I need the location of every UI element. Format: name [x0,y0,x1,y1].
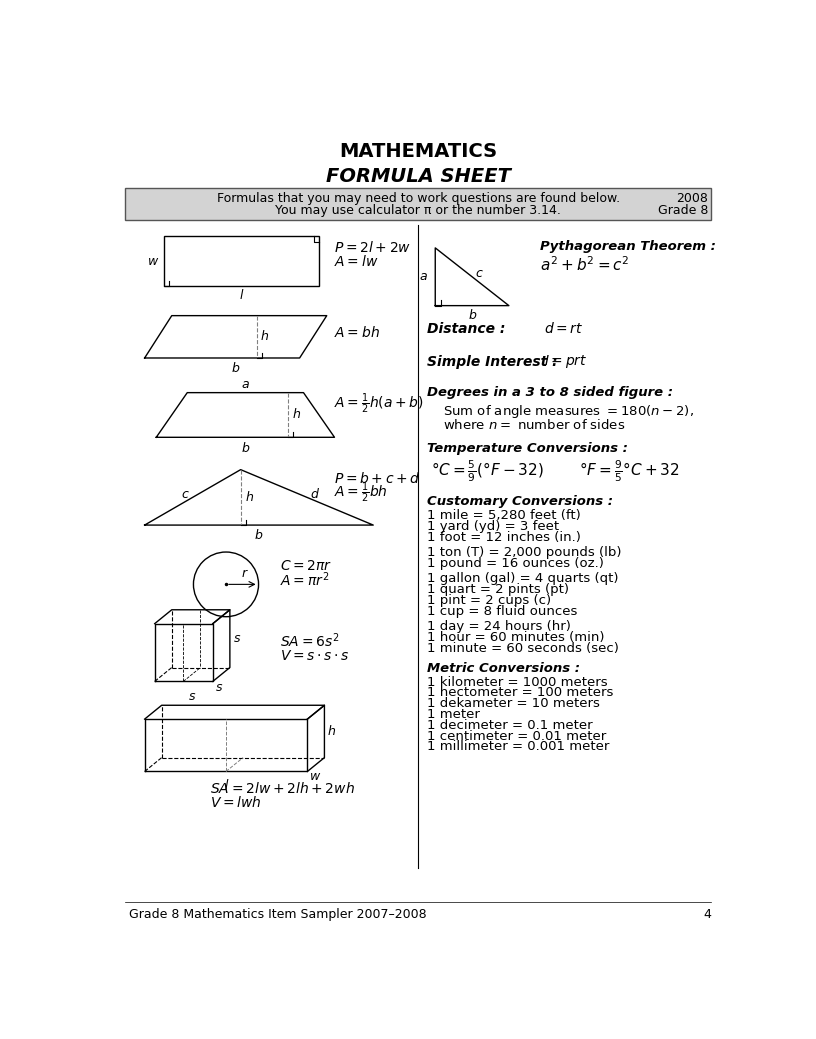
Text: Simple Interest :: Simple Interest : [428,355,558,369]
Text: Grade 8 Mathematics Item Sampler 2007–2008: Grade 8 Mathematics Item Sampler 2007–20… [129,908,427,922]
Text: $A = \frac{1}{2}bh$: $A = \frac{1}{2}bh$ [335,481,388,505]
Text: w: w [310,770,320,783]
Text: 2008: 2008 [676,192,708,205]
Text: MATHEMATICS: MATHEMATICS [339,141,497,161]
Text: Metric Conversions :: Metric Conversions : [428,662,580,674]
Text: Sum of angle measures $= 180(n - 2),$: Sum of angle measures $= 180(n - 2),$ [443,403,694,420]
Text: 1 decimeter = 0.1 meter: 1 decimeter = 0.1 meter [428,719,593,731]
Bar [164,236,319,287]
Text: Formulas that you may need to work questions are found below.: Formulas that you may need to work quest… [216,192,620,205]
Text: d: d [311,488,319,501]
Text: You may use calculator π or the number 3.14.: You may use calculator π or the number 3… [275,205,561,217]
Text: Temperature Conversions :: Temperature Conversions : [428,442,628,455]
Text: 1 hectometer = 100 meters: 1 hectometer = 100 meters [428,687,614,699]
Text: $P = b + c + d$: $P = b + c + d$ [335,472,421,486]
Text: l: l [224,779,228,792]
Bar [125,188,712,220]
Text: c: c [182,488,188,501]
Text: 1 pound = 16 ounces (oz.): 1 pound = 16 ounces (oz.) [428,557,605,570]
Text: $P = 2l + 2w$: $P = 2l + 2w$ [335,240,412,256]
Text: 1 mile = 5,280 feet (ft): 1 mile = 5,280 feet (ft) [428,509,581,523]
Text: $A = \frac{1}{2}h(a + b)$: $A = \frac{1}{2}h(a + b)$ [335,392,424,417]
Text: 1 kilometer = 1000 meters: 1 kilometer = 1000 meters [428,675,608,689]
Text: 1 minute = 60 seconds (sec): 1 minute = 60 seconds (sec) [428,642,619,655]
Text: 1 centimeter = 0.01 meter: 1 centimeter = 0.01 meter [428,729,607,743]
Text: $d = rt$: $d = rt$ [543,321,583,337]
Text: b: b [468,310,476,322]
Text: 1 pint = 2 cups (c): 1 pint = 2 cups (c) [428,594,552,607]
Text: 1 foot = 12 inches (in.): 1 foot = 12 inches (in.) [428,531,581,543]
Text: 1 ton (T) = 2,000 pounds (lb): 1 ton (T) = 2,000 pounds (lb) [428,547,622,559]
Text: 4: 4 [703,908,712,922]
Text: r: r [242,566,247,580]
Text: Pythagorean Theorem :: Pythagorean Theorem : [540,240,716,252]
Text: s: s [233,632,240,645]
Text: $A = \pi r^2$: $A = \pi r^2$ [280,570,330,589]
Text: l: l [240,289,243,302]
Text: $a^2 + b^2 = c^2$: $a^2 + b^2 = c^2$ [540,256,629,274]
Text: $I = prt$: $I = prt$ [543,353,588,370]
Text: 1 gallon (gal) = 4 quarts (qt): 1 gallon (gal) = 4 quarts (qt) [428,572,619,586]
Text: 1 dekameter = 10 meters: 1 dekameter = 10 meters [428,697,601,711]
Text: where $n =$ number of sides: where $n =$ number of sides [443,418,625,432]
Text: 1 day = 24 hours (hr): 1 day = 24 hours (hr) [428,620,571,633]
Text: 1 yard (yd) = 3 feet: 1 yard (yd) = 3 feet [428,521,560,533]
Text: Grade 8: Grade 8 [658,205,708,217]
Text: c: c [476,267,482,281]
Text: $A = lw$: $A = lw$ [335,255,379,269]
Text: b: b [232,363,240,375]
Text: 1 millimeter = 0.001 meter: 1 millimeter = 0.001 meter [428,741,610,753]
Text: s: s [189,690,196,703]
Text: $V = s \cdot s \cdot s$: $V = s \cdot s \cdot s$ [280,649,350,663]
Text: w: w [148,255,157,268]
Text: 1 quart = 2 pints (pt): 1 quart = 2 pints (pt) [428,583,570,596]
Text: b: b [255,529,263,542]
Text: s: s [216,681,223,694]
Text: $V = lwh$: $V = lwh$ [211,795,262,809]
Text: Customary Conversions :: Customary Conversions : [428,496,614,508]
Text: h: h [261,330,268,343]
Text: FORMULA SHEET: FORMULA SHEET [326,167,511,186]
Text: a: a [242,378,249,392]
Text: $SA = 6s^2$: $SA = 6s^2$ [280,632,339,649]
Text: $C = 2\pi r$: $C = 2\pi r$ [280,559,333,572]
Text: h: h [293,408,300,422]
Text: 1 cup = 8 fluid ounces: 1 cup = 8 fluid ounces [428,605,578,618]
Text: $\mathregular{°}C = \frac{5}{9}(\mathregular{°}F - 32)$: $\mathregular{°}C = \frac{5}{9}(\mathreg… [432,458,544,484]
Text: b: b [242,442,250,455]
Text: Distance :: Distance : [428,322,506,336]
Text: h: h [327,725,335,738]
Text: $A = bh$: $A = bh$ [335,325,380,340]
Text: Degrees in a 3 to 8 sided figure :: Degrees in a 3 to 8 sided figure : [428,387,673,399]
Text: h: h [246,490,253,504]
Text: 1 meter: 1 meter [428,708,481,721]
Text: $\mathregular{°}F = \frac{9}{5}\mathregular{°}C + 32$: $\mathregular{°}F = \frac{9}{5}\mathregu… [579,458,679,484]
Text: 1 hour = 60 minutes (min): 1 hour = 60 minutes (min) [428,631,605,644]
Text: a: a [420,270,428,284]
Text: $SA = 2lw + 2lh + 2wh$: $SA = 2lw + 2lh + 2wh$ [211,781,356,796]
